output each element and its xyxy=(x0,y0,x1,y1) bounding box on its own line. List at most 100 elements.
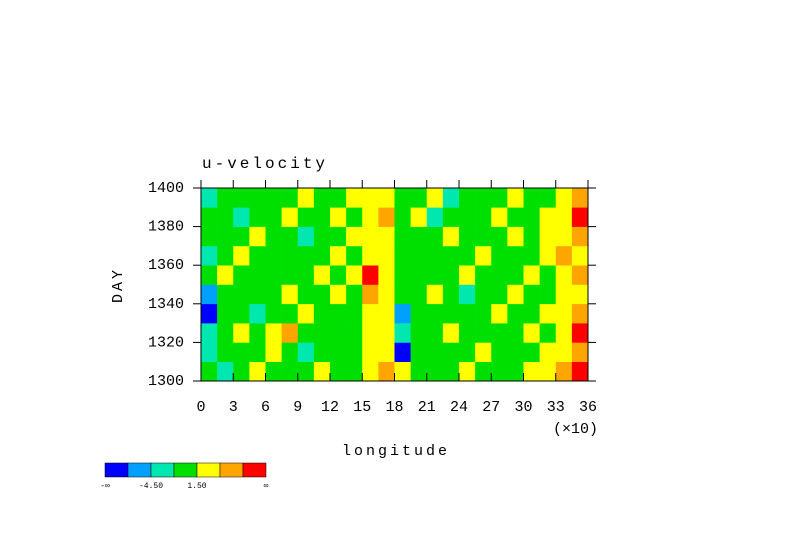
colorbar-box xyxy=(150,462,175,478)
field xyxy=(201,188,589,382)
cell xyxy=(523,188,540,208)
cell xyxy=(346,303,363,324)
cell xyxy=(410,245,428,266)
cell xyxy=(313,226,331,247)
cell xyxy=(507,207,524,227)
x-axis-label: longitude xyxy=(342,443,450,460)
cell xyxy=(539,188,557,208)
colorbar-label: -4.50 xyxy=(139,482,163,491)
cell xyxy=(426,284,444,305)
cell xyxy=(394,284,411,305)
cell xyxy=(378,265,395,285)
cell xyxy=(201,342,218,362)
y-axis-label: DAY xyxy=(110,267,127,303)
cell xyxy=(426,265,444,285)
cell xyxy=(523,303,540,324)
cell xyxy=(346,361,363,382)
cell xyxy=(233,323,250,343)
cell xyxy=(459,207,476,227)
y-tick-label: 1400 xyxy=(148,180,184,197)
cell xyxy=(297,207,315,227)
cell xyxy=(346,245,363,266)
cell xyxy=(217,226,234,247)
cell xyxy=(394,207,411,227)
cell xyxy=(249,207,266,227)
cell xyxy=(346,323,363,343)
cell xyxy=(442,207,460,227)
cell xyxy=(362,303,379,324)
cell xyxy=(330,323,347,343)
cell xyxy=(281,303,299,324)
cell xyxy=(217,284,234,305)
x-tick-label: 36 xyxy=(579,399,597,416)
cell xyxy=(233,361,250,382)
cell xyxy=(507,284,524,305)
cell xyxy=(249,245,266,266)
cell xyxy=(394,342,411,362)
cell xyxy=(249,361,266,382)
colorbar-box xyxy=(173,462,198,478)
cell xyxy=(233,188,250,208)
cell xyxy=(475,303,492,324)
x-tick-label: 27 xyxy=(482,399,500,416)
cell xyxy=(249,342,266,362)
x-tick-label: 12 xyxy=(321,399,339,416)
cell xyxy=(297,188,315,208)
colorbar-box xyxy=(196,462,221,478)
cell xyxy=(475,323,492,343)
cell xyxy=(330,226,347,247)
cell xyxy=(507,342,524,362)
cell xyxy=(507,303,524,324)
cell xyxy=(571,226,589,247)
x-tick-label: 24 xyxy=(450,399,468,416)
cell xyxy=(362,323,379,343)
cell xyxy=(265,342,282,362)
cell xyxy=(442,284,460,305)
cell xyxy=(217,323,234,343)
cell xyxy=(459,323,476,343)
x-tick-label: 15 xyxy=(353,399,371,416)
cell xyxy=(201,265,218,285)
cell xyxy=(394,245,411,266)
x-tick-label: 3 xyxy=(229,399,238,416)
cell xyxy=(394,188,411,208)
cell xyxy=(571,342,589,362)
cell xyxy=(459,361,476,382)
cell xyxy=(313,361,331,382)
cell xyxy=(233,207,250,227)
cell xyxy=(217,265,234,285)
cell xyxy=(330,361,347,382)
cell xyxy=(394,361,411,382)
cell xyxy=(378,226,395,247)
colorbar-label: 1.50 xyxy=(187,482,206,491)
cell xyxy=(555,284,573,305)
cell xyxy=(313,245,331,266)
cell xyxy=(346,207,363,227)
cell xyxy=(410,226,428,247)
cell xyxy=(539,284,557,305)
cell xyxy=(378,207,395,227)
cell xyxy=(491,245,508,266)
cell xyxy=(410,361,428,382)
cell xyxy=(571,284,589,305)
x-tick-label: 30 xyxy=(514,399,532,416)
cell xyxy=(233,342,250,362)
cell xyxy=(555,323,573,343)
cell xyxy=(330,284,347,305)
cell xyxy=(459,265,476,285)
cell xyxy=(201,188,218,208)
cell xyxy=(507,265,524,285)
cell xyxy=(362,342,379,362)
colorbar-box xyxy=(242,462,267,478)
cell xyxy=(265,226,282,247)
x-tick-label: 21 xyxy=(418,399,436,416)
x-multiplier: (×10) xyxy=(553,421,598,438)
cell xyxy=(265,284,282,305)
cell xyxy=(233,226,250,247)
cell xyxy=(378,188,395,208)
cell xyxy=(378,361,395,382)
cell xyxy=(265,188,282,208)
cell xyxy=(201,284,218,305)
cell xyxy=(217,188,234,208)
cell xyxy=(459,226,476,247)
